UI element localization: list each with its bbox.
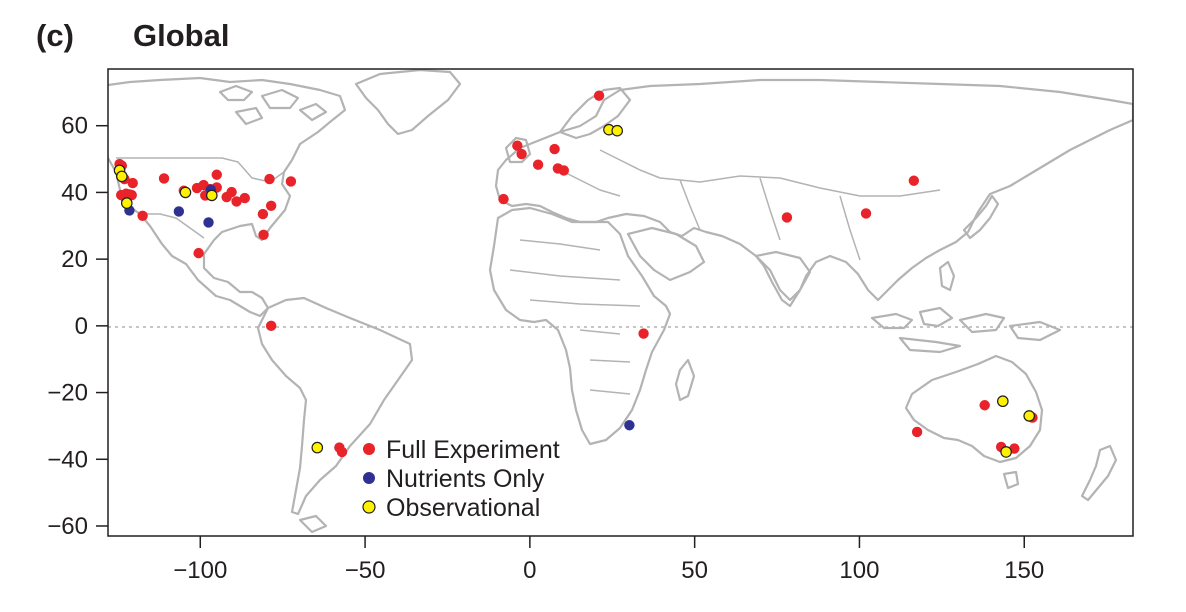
land-scandinavia [558,86,632,140]
x-tick-label: 50 [681,557,708,584]
land-madagascar [674,358,696,402]
land-australia [904,354,1044,464]
y-tick-label: 60 [61,113,88,140]
site-point-observational [997,395,1009,408]
panel-label: (c) [36,18,74,53]
border-africa [509,239,641,395]
site-point-full [211,169,222,180]
site-point-full [265,320,277,332]
site-point-observational [1023,410,1035,422]
land-africa [488,206,672,446]
world-landmasses [108,69,1133,534]
site-point-full [226,186,237,198]
chart-title: Global [133,18,230,53]
y-tick-label: −60 [47,513,88,540]
legend-marker-nutrients [363,472,375,484]
land-greenland [354,69,462,136]
land-new-zealand [1080,444,1118,502]
site-point-full [512,140,523,151]
site-point-observational [1000,446,1012,458]
y-tick-label: 40 [61,179,88,206]
legend-label-nutrients: Nutrients Only [386,465,545,493]
land-indonesia [870,306,1062,354]
land-eurasia [494,78,1133,302]
site-point-full [908,175,920,186]
site-point-observational [116,170,128,183]
site-point-full [498,193,509,205]
site-point-full [558,165,570,176]
site-point-full [265,200,277,211]
y-tick-label: −40 [47,446,88,473]
land-antarctica-edge [298,514,328,534]
site-point-full [979,400,990,411]
x-tick-label: 100 [839,557,879,584]
site-point-full [336,446,348,458]
legend-label-full: Full Experiment [386,436,560,464]
site-point-full [549,143,560,155]
y-tick-label: 0 [75,313,88,340]
plot-frame [107,68,1134,537]
site-point-full [860,208,872,219]
site-point-observational [611,124,624,137]
site-point-observational [120,197,133,209]
legend-marker-observational [362,500,376,514]
land-philippines [938,260,956,292]
y-axis: −60 −40 −20 0 20 40 60 [47,113,108,540]
x-tick-label: 150 [1004,557,1044,584]
legend-label-observational: Observational [386,494,540,522]
land-arctic-islands [218,84,328,126]
border-us-mexico [140,213,205,239]
border-us-canada [116,157,285,183]
x-axis: −100 −50 0 50 100 150 [173,536,1044,584]
site-point-observational [311,441,324,454]
site-point-nutrients [203,217,214,228]
border-eurasia [559,149,941,261]
site-point-full [137,210,148,221]
land-tasmania [1002,470,1020,490]
land-japan [962,194,1000,240]
site-points [113,90,1038,458]
site-point-full [127,177,138,189]
site-point-full [516,148,527,160]
x-tick-label: −50 [345,557,386,584]
site-point-observational [206,189,218,202]
y-tick-label: −20 [47,380,88,407]
site-point-full [532,159,544,170]
y-tick-label: 20 [61,246,88,273]
site-point-full [258,229,269,240]
site-point-full [781,212,793,223]
site-point-nutrients [624,420,635,431]
legend-marker-full [363,443,375,455]
x-tick-label: −100 [173,557,227,584]
site-point-full [285,176,297,187]
site-point-full [257,208,269,220]
site-point-full [231,196,242,207]
site-point-full [239,192,250,204]
site-point-full [264,173,275,185]
site-point-observational [179,186,192,199]
land-south-america [256,296,414,516]
site-point-full [193,247,204,259]
site-point-full [638,328,649,339]
site-point-full [593,90,605,101]
site-point-full [911,426,923,438]
land-north-america [108,76,347,318]
land-india [754,250,812,308]
land-britain [504,136,532,164]
site-point-full [158,173,170,184]
x-tick-label: 0 [523,557,536,584]
site-point-nutrients [173,206,185,217]
land-arabia [626,226,706,282]
